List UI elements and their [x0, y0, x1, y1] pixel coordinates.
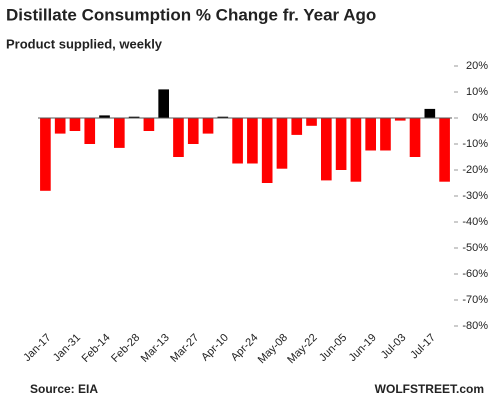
- bar: [232, 118, 243, 164]
- y-tick-label: 0%: [472, 112, 488, 124]
- x-tick-label: Jul-03: [379, 332, 409, 362]
- x-tick-label: Mar-13: [139, 332, 172, 365]
- bar: [424, 108, 436, 118]
- brand: WOLFSTREET.com: [375, 382, 484, 396]
- chart-title: Distillate Consumption % Change fr. Year…: [6, 5, 376, 24]
- bar: [247, 118, 258, 164]
- x-tick-label: Feb-28: [109, 332, 142, 365]
- bar: [158, 89, 170, 118]
- bar: [40, 118, 51, 191]
- bar: [335, 118, 347, 170]
- bar: [409, 118, 421, 157]
- chart-subtitle: Product supplied, weekly: [6, 36, 163, 51]
- bar: [54, 118, 66, 134]
- bar: [261, 118, 273, 183]
- bar: [113, 118, 125, 148]
- x-tick-label: Mar-27: [168, 332, 201, 365]
- bar: [350, 118, 362, 182]
- bar: [306, 118, 317, 126]
- y-tick-label: -30%: [462, 190, 488, 202]
- bar: [320, 118, 332, 181]
- y-tick-label: -70%: [462, 294, 488, 306]
- bar: [99, 115, 110, 118]
- x-tick-label: Apr-10: [199, 332, 231, 364]
- y-tick-label: 20%: [466, 60, 488, 72]
- x-tick-label: Feb-14: [80, 332, 113, 365]
- bar: [291, 118, 303, 135]
- x-tick-label: Jan-17: [21, 332, 53, 364]
- bar: [439, 118, 450, 182]
- x-tick-label: Jun-05: [317, 332, 349, 364]
- y-tick-label: -20%: [462, 164, 488, 176]
- source: Source: EIA: [30, 382, 98, 396]
- bar: [217, 116, 229, 118]
- bar: [380, 118, 391, 151]
- y-tick-label: -80%: [462, 320, 488, 332]
- bar: [187, 118, 199, 144]
- bar: [202, 118, 214, 134]
- bar: [173, 118, 184, 157]
- y-tick-label: -40%: [462, 216, 488, 228]
- bar: [394, 118, 406, 121]
- bar: [276, 118, 288, 169]
- y-tick-label: 10%: [466, 86, 488, 98]
- x-tick-label: Jul-17: [408, 332, 438, 362]
- bar: [84, 118, 96, 144]
- x-tick-label: Jan-31: [51, 332, 83, 364]
- x-tick-label: May-08: [256, 332, 290, 366]
- y-tick-label: -10%: [462, 138, 488, 150]
- x-tick-label: May-22: [285, 332, 319, 366]
- y-tick-label: -50%: [462, 242, 488, 254]
- bar: [143, 118, 155, 131]
- x-tick-label: Jun-19: [347, 332, 379, 364]
- bar: [128, 116, 140, 118]
- bar: [365, 118, 377, 151]
- bar: [69, 118, 81, 131]
- y-tick-label: -60%: [462, 268, 488, 280]
